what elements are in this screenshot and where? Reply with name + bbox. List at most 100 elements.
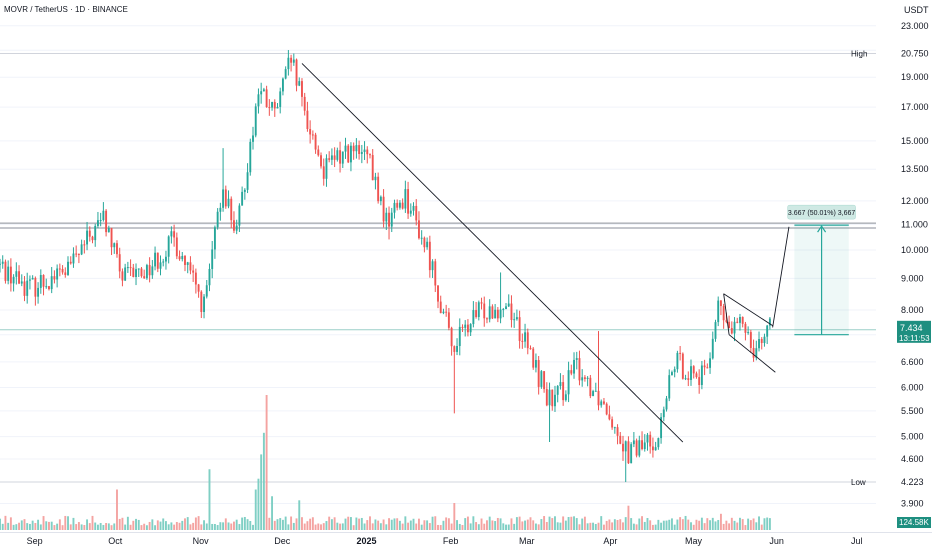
candle-body — [518, 317, 521, 341]
volume-bar — [641, 516, 643, 530]
candle-body — [657, 438, 660, 448]
candle-body — [428, 241, 431, 271]
candle-body — [586, 377, 589, 380]
candle-body — [306, 110, 309, 130]
volume-bar — [388, 518, 390, 530]
candle-body — [295, 59, 298, 86]
volume-bar — [496, 517, 499, 530]
volume-bar — [418, 518, 420, 530]
time-tick-label: 2025 — [357, 536, 377, 546]
candle-body — [246, 172, 249, 190]
volume-bar — [197, 516, 200, 530]
candle-body — [760, 339, 763, 344]
volume-bar — [681, 519, 684, 530]
price-tick-label: 6.600 — [901, 357, 924, 367]
candle-body — [679, 352, 682, 354]
volume-bar — [135, 518, 137, 530]
flag-lower-trendline[interactable] — [728, 334, 776, 373]
candle-body — [526, 332, 529, 349]
low-value: 4.223 — [901, 477, 924, 487]
candle-body — [116, 243, 118, 255]
volume-bar — [407, 522, 410, 530]
volume-bar — [439, 525, 442, 530]
candle-body — [135, 269, 137, 278]
drawings[interactable] — [301, 63, 790, 443]
volume-bar — [717, 519, 720, 530]
volume-bar — [276, 519, 279, 530]
volume-bar — [597, 522, 600, 530]
volume-bar — [314, 524, 317, 530]
flag-upper-trendline[interactable] — [723, 293, 773, 327]
price-tick-label: 12.000 — [901, 196, 929, 206]
volume-bar — [107, 523, 110, 530]
volume-bar — [124, 524, 127, 530]
candle-body — [540, 371, 543, 387]
candle-body — [167, 236, 170, 257]
volume-bar — [26, 523, 29, 530]
main-downtrend-trendline[interactable] — [301, 63, 684, 443]
volume-bar — [768, 518, 771, 530]
volume-bar — [592, 522, 595, 530]
price-tick-label: 5.500 — [901, 406, 924, 416]
candle-body — [475, 310, 478, 318]
time-tick-label: Jul — [851, 536, 863, 546]
candle-body — [605, 403, 608, 415]
candle-body — [671, 372, 673, 376]
volume-bar — [709, 520, 712, 530]
volume-bar — [600, 516, 603, 530]
volume-bar — [369, 516, 371, 530]
candle-body — [219, 207, 222, 212]
candle-body — [611, 419, 614, 428]
volume-bar — [660, 522, 663, 530]
symbol-title: MOVR / TetherUS · 1D · BINANCE — [4, 5, 128, 14]
candle-body — [262, 89, 265, 92]
volume-bar — [271, 496, 274, 530]
candle-body — [763, 336, 766, 344]
candle-body — [200, 291, 203, 312]
candle-body — [415, 205, 418, 221]
volume-bar — [472, 516, 475, 530]
volume-bar — [159, 521, 162, 530]
candle-body — [502, 309, 505, 311]
volume-bar — [589, 522, 592, 530]
volume-bar — [292, 522, 295, 530]
candle-body — [96, 220, 99, 226]
volume-bar — [736, 522, 739, 530]
volume-bar — [203, 520, 205, 530]
candle-body — [491, 306, 494, 319]
price-tick-label: 3.900 — [901, 498, 924, 508]
candle-body — [627, 441, 630, 464]
candle-body — [252, 135, 254, 142]
volume-bar — [632, 523, 635, 530]
volume-bar — [752, 518, 755, 530]
volume-bar — [137, 519, 140, 530]
volume-bar — [581, 518, 584, 530]
plot-area[interactable] — [0, 0, 876, 532]
volume-bar — [56, 523, 59, 530]
candle-body — [466, 324, 469, 333]
candle-body — [488, 306, 491, 320]
volume-bar — [298, 500, 301, 530]
volume-bar — [575, 518, 578, 530]
candle-body — [366, 149, 369, 155]
volume-bar — [233, 521, 235, 530]
volume-bar — [755, 522, 758, 530]
candle-body — [175, 237, 178, 257]
volume-bar — [194, 517, 197, 530]
volume-bar — [102, 524, 105, 530]
projection-trendline[interactable] — [772, 226, 790, 328]
volume-bar — [363, 523, 366, 530]
price-axis[interactable] — [876, 0, 932, 550]
candle-body — [499, 309, 502, 319]
candle-body — [747, 332, 750, 334]
volume-bar — [339, 523, 342, 530]
candle-body — [358, 145, 361, 154]
volume-bar — [279, 518, 282, 530]
volume-bar — [649, 520, 652, 530]
candle-body — [635, 440, 638, 456]
volume-bar — [564, 520, 567, 530]
measure-tool[interactable]: 3.667 (50.01%) 3,667 — [787, 204, 856, 336]
time-axis-ticks[interactable]: Sep Oct Nov Dec 2025 Feb Mar Apr May Jun Jul — [27, 536, 863, 546]
candle-body — [613, 427, 616, 429]
